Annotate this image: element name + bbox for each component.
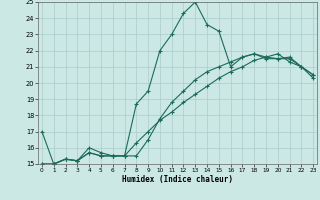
X-axis label: Humidex (Indice chaleur): Humidex (Indice chaleur) <box>122 175 233 184</box>
